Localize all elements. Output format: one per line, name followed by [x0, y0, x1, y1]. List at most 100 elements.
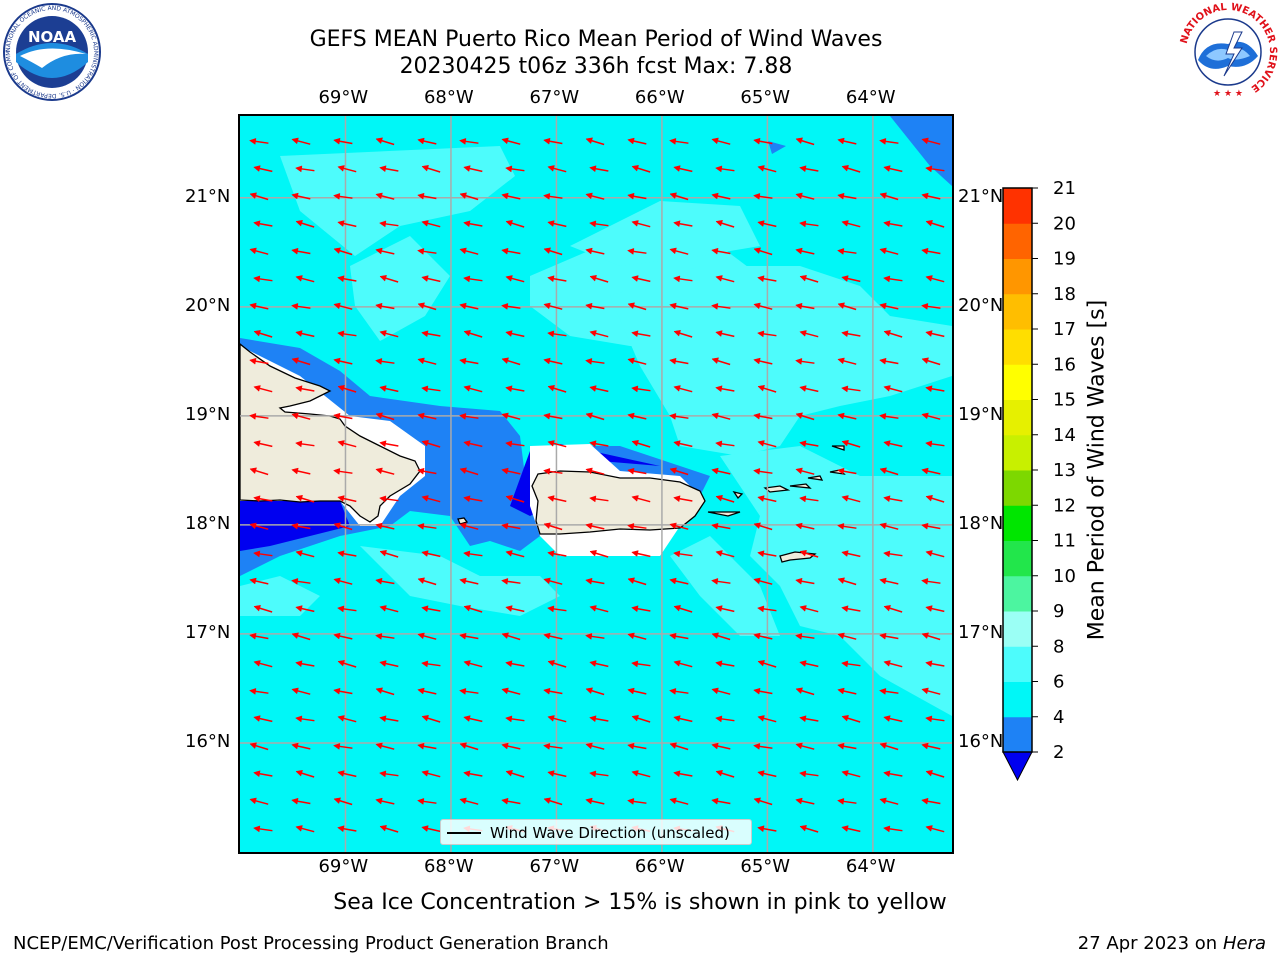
wave-direction-arrowhead: [883, 385, 891, 392]
wave-direction-arrowhead: [925, 769, 933, 777]
wave-direction-arrowhead: [669, 577, 677, 585]
wave-direction-arrowhead: [883, 660, 891, 667]
wave-direction-arrowhead: [459, 688, 467, 695]
lat-tick-left: 20°N: [185, 294, 231, 316]
wave-direction-arrowhead: [631, 605, 639, 613]
wave-direction-arrowhead: [883, 165, 891, 172]
colorbar-tick-label: 9: [1053, 601, 1064, 622]
colorbar-block: [1003, 434, 1032, 471]
wave-direction-arrowhead: [753, 357, 761, 365]
wave-direction-arrowhead: [295, 385, 303, 393]
wave-direction-arrowhead: [753, 632, 761, 640]
wave-direction-arrowhead: [799, 660, 807, 667]
wave-direction-arrowhead: [291, 467, 299, 475]
colorbar-tick-label: 13: [1053, 460, 1076, 481]
wave-direction-arrowhead: [837, 632, 845, 640]
wave-direction-arrowhead: [417, 357, 425, 365]
wave-direction-arrowhead: [547, 275, 555, 283]
wave-direction-arrowhead: [585, 687, 593, 694]
wave-direction-arrowhead: [673, 329, 681, 337]
wave-direction-arrowhead: [421, 550, 429, 557]
wave-direction-arrowhead: [253, 220, 261, 228]
wave-direction-arrowhead: [753, 522, 761, 529]
wave-direction-arrowhead: [585, 797, 593, 805]
wave-direction-arrowhead: [375, 522, 383, 530]
wave-direction-arrowhead: [837, 192, 845, 200]
wave-direction-arrowhead: [463, 220, 471, 228]
lon-tick-bottom: 66°W: [634, 856, 685, 877]
wave-direction-arrowhead: [253, 604, 261, 612]
wave-direction-arrowhead: [795, 247, 803, 255]
wave-direction-arrowhead: [879, 797, 887, 805]
wave-direction-arrowhead: [627, 742, 635, 750]
wave-direction-arrowhead: [757, 495, 765, 502]
colorbar-block: [1003, 540, 1032, 577]
wave-direction-arrowhead: [501, 137, 509, 145]
wave-direction-arrowhead: [795, 522, 803, 530]
wave-direction-arrowhead: [799, 385, 807, 392]
wave-direction-arrowhead: [795, 302, 803, 310]
wave-direction-arrowhead: [505, 219, 513, 227]
wave-direction-arrowhead: [379, 715, 387, 723]
colorbar-block: [1003, 681, 1032, 718]
lat-tick-right: 17°N: [958, 621, 1004, 643]
wave-direction-arrowhead: [333, 247, 341, 254]
wave-direction-arrowhead: [375, 137, 383, 144]
wave-direction-arrowhead: [799, 605, 807, 612]
wave-direction-arrowhead: [841, 330, 849, 338]
wave-direction-arrowhead: [627, 137, 635, 145]
footer-date-text: 27 Apr 2023 on: [1077, 933, 1223, 954]
wave-direction-arrowhead: [883, 220, 891, 228]
wave-direction-arrowhead: [753, 797, 761, 804]
wave-direction-arrowhead: [421, 660, 429, 668]
lat-tick-left: 16°N: [185, 730, 231, 752]
wave-direction-arrowhead: [673, 495, 681, 503]
wave-direction-arrowhead: [841, 220, 849, 227]
wave-direction-arrowhead: [379, 330, 387, 337]
colorbar-tick-label: 10: [1053, 566, 1076, 587]
wave-direction-arrowhead: [295, 605, 303, 612]
wave-direction-arrowhead: [463, 604, 471, 612]
wave-direction-arrowhead: [795, 358, 803, 365]
colorbar-tick-label: 16: [1053, 354, 1076, 375]
wave-direction-arrowhead: [711, 687, 719, 695]
wave-direction-arrowhead: [799, 824, 807, 832]
wave-direction-arrowhead: [673, 770, 681, 778]
wave-direction-arrowhead: [631, 385, 639, 393]
wave-direction-arrowhead: [799, 495, 807, 503]
wave-direction-arrowhead: [883, 604, 891, 612]
wave-direction-arrowhead: [417, 523, 425, 530]
wave-direction-arrowhead: [627, 467, 635, 475]
colorbar-block: [1003, 293, 1032, 330]
wave-direction-arrowhead: [673, 660, 681, 667]
wave-direction-arrowhead: [463, 385, 471, 392]
wave-direction-arrowhead: [459, 138, 467, 145]
wave-direction-arrowhead: [631, 660, 639, 668]
wave-direction-arrowhead: [879, 688, 887, 695]
wave-direction-arrowhead: [459, 247, 467, 255]
lon-tick-bottom: 68°W: [423, 856, 474, 877]
wave-direction-arrowhead: [837, 467, 845, 475]
colorbar-tick-label: 20: [1053, 213, 1076, 234]
wave-direction-arrowhead: [501, 303, 509, 310]
lon-tick-bottom: 64°W: [845, 856, 896, 877]
colorbar-tick-label: 21: [1053, 180, 1076, 199]
wave-direction-arrowhead: [543, 302, 551, 310]
wave-direction-arrowhead: [417, 632, 425, 640]
wave-direction-arrowhead: [631, 495, 639, 502]
wave-direction-arrowhead: [249, 467, 257, 474]
wave-direction-arrowhead: [417, 248, 425, 255]
footer-host: Hera: [1222, 933, 1266, 954]
lat-tick-left: 17°N: [185, 621, 231, 643]
wave-direction-arrowhead: [757, 165, 765, 172]
colorbar-tick-label: 15: [1053, 390, 1076, 411]
wave-direction-arrowhead: [295, 715, 303, 723]
chart-title: GEFS MEAN Puerto Rico Mean Period of Win…: [309, 27, 883, 52]
wave-direction-arrowhead: [753, 137, 761, 145]
wave-direction-arrowhead: [673, 385, 681, 392]
wave-direction-arrowhead: [333, 577, 341, 585]
wave-direction-arrowhead: [291, 137, 299, 145]
wave-direction-arrowhead: [505, 660, 513, 668]
wave-direction-arrowhead: [501, 247, 509, 255]
wave-direction-arrowhead: [631, 550, 639, 557]
